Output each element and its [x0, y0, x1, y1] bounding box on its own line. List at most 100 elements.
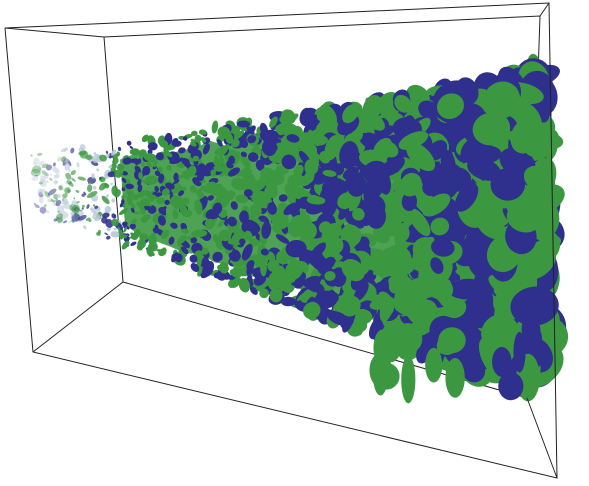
flow-blob — [78, 209, 82, 212]
flow-blob — [278, 194, 288, 202]
flow-blob — [77, 176, 86, 181]
flow-blob — [234, 228, 244, 239]
flow-blob — [342, 224, 357, 240]
flow-blob — [37, 188, 43, 196]
flow-blob — [171, 252, 179, 263]
flow-blob — [177, 234, 187, 244]
flow-blob — [177, 174, 184, 180]
flow-blob — [99, 182, 107, 191]
flow-blob — [408, 208, 431, 237]
flow-blob — [288, 214, 306, 238]
flow-blob — [42, 188, 46, 193]
flow-blob — [101, 212, 110, 219]
flow-blob — [166, 165, 172, 171]
flow-blob — [311, 129, 323, 147]
flow-blob — [246, 262, 254, 277]
flow-blob — [454, 183, 479, 212]
flow-blob — [123, 223, 126, 229]
flow-blob — [132, 194, 139, 201]
flow-blob — [325, 236, 344, 255]
flow-blob — [43, 204, 47, 208]
flow-blob — [228, 279, 236, 288]
flow-blob — [325, 291, 339, 304]
flow-blob — [131, 218, 137, 225]
flow-blob — [457, 319, 478, 354]
flow-blob — [189, 185, 197, 193]
flow-blob — [352, 208, 365, 221]
flow-blob — [105, 150, 109, 154]
flow-blob — [218, 229, 232, 242]
flow-blob — [425, 347, 443, 383]
flow-blob — [401, 192, 418, 212]
flow-blob — [202, 143, 211, 155]
jet-isosurface — [30, 53, 569, 404]
flow-blob — [476, 214, 507, 240]
flow-blob — [212, 234, 220, 244]
flow-blob — [422, 273, 454, 300]
flow-blob — [293, 164, 304, 177]
flow-blob — [86, 184, 93, 193]
flow-blob — [191, 229, 208, 238]
flow-blob — [105, 194, 109, 199]
flow-blob — [275, 122, 298, 135]
flow-blob — [467, 157, 501, 181]
flow-blob — [445, 357, 465, 398]
flow-blob — [45, 164, 53, 171]
flow-blob — [137, 203, 145, 209]
flow-blob — [158, 206, 167, 215]
flow-blob — [39, 179, 47, 188]
flow-blob — [73, 197, 76, 200]
flow-blob — [144, 205, 155, 212]
flow-blob — [164, 150, 173, 158]
flow-blob — [60, 156, 67, 163]
flow-blob — [89, 207, 97, 214]
flow-blob — [64, 163, 71, 171]
flow-blob — [38, 192, 44, 198]
flow-blob — [139, 233, 149, 241]
flow-blob — [75, 189, 80, 193]
flow-blob — [160, 229, 170, 239]
flow-blob — [259, 288, 269, 299]
flow-blob — [299, 232, 314, 245]
flow-blob — [297, 175, 312, 187]
flow-blob — [201, 257, 210, 270]
flow-blob — [200, 270, 209, 279]
flow-blob — [189, 254, 198, 263]
flow-blob — [76, 214, 80, 218]
flow-blob — [219, 262, 229, 274]
flow-blob — [264, 184, 278, 199]
flow-blob — [99, 176, 102, 180]
flow-blob — [212, 251, 223, 263]
box-edge — [4, 27, 105, 38]
flow-blob — [259, 122, 268, 136]
flow-blob — [240, 151, 248, 158]
flow-blob — [41, 170, 49, 177]
flow-blob — [105, 218, 114, 228]
flow-blob — [38, 181, 43, 185]
flow-blob — [123, 226, 128, 233]
flow-blob — [513, 331, 526, 373]
flow-blob — [172, 179, 180, 186]
flow-blob — [78, 214, 87, 221]
flow-blob — [116, 151, 121, 157]
flow-blob — [210, 183, 223, 195]
flow-blob — [260, 248, 269, 256]
flow-blob — [401, 355, 416, 404]
flow-blob — [30, 168, 41, 177]
flow-blob — [134, 159, 140, 166]
flow-blob — [287, 174, 301, 189]
flow-blob — [129, 146, 134, 149]
flow-blob — [55, 198, 58, 202]
flow-blob — [63, 147, 69, 152]
flow-blob — [85, 154, 93, 161]
flow-blob — [111, 198, 116, 203]
flow-blob — [405, 277, 428, 311]
flow-blob — [445, 298, 467, 319]
flow-blob — [71, 177, 76, 182]
flow-blob — [47, 188, 57, 196]
flow-blob — [112, 157, 119, 165]
flow-blob — [126, 140, 132, 146]
flow-blob — [38, 161, 45, 166]
flow-blob — [121, 187, 126, 192]
